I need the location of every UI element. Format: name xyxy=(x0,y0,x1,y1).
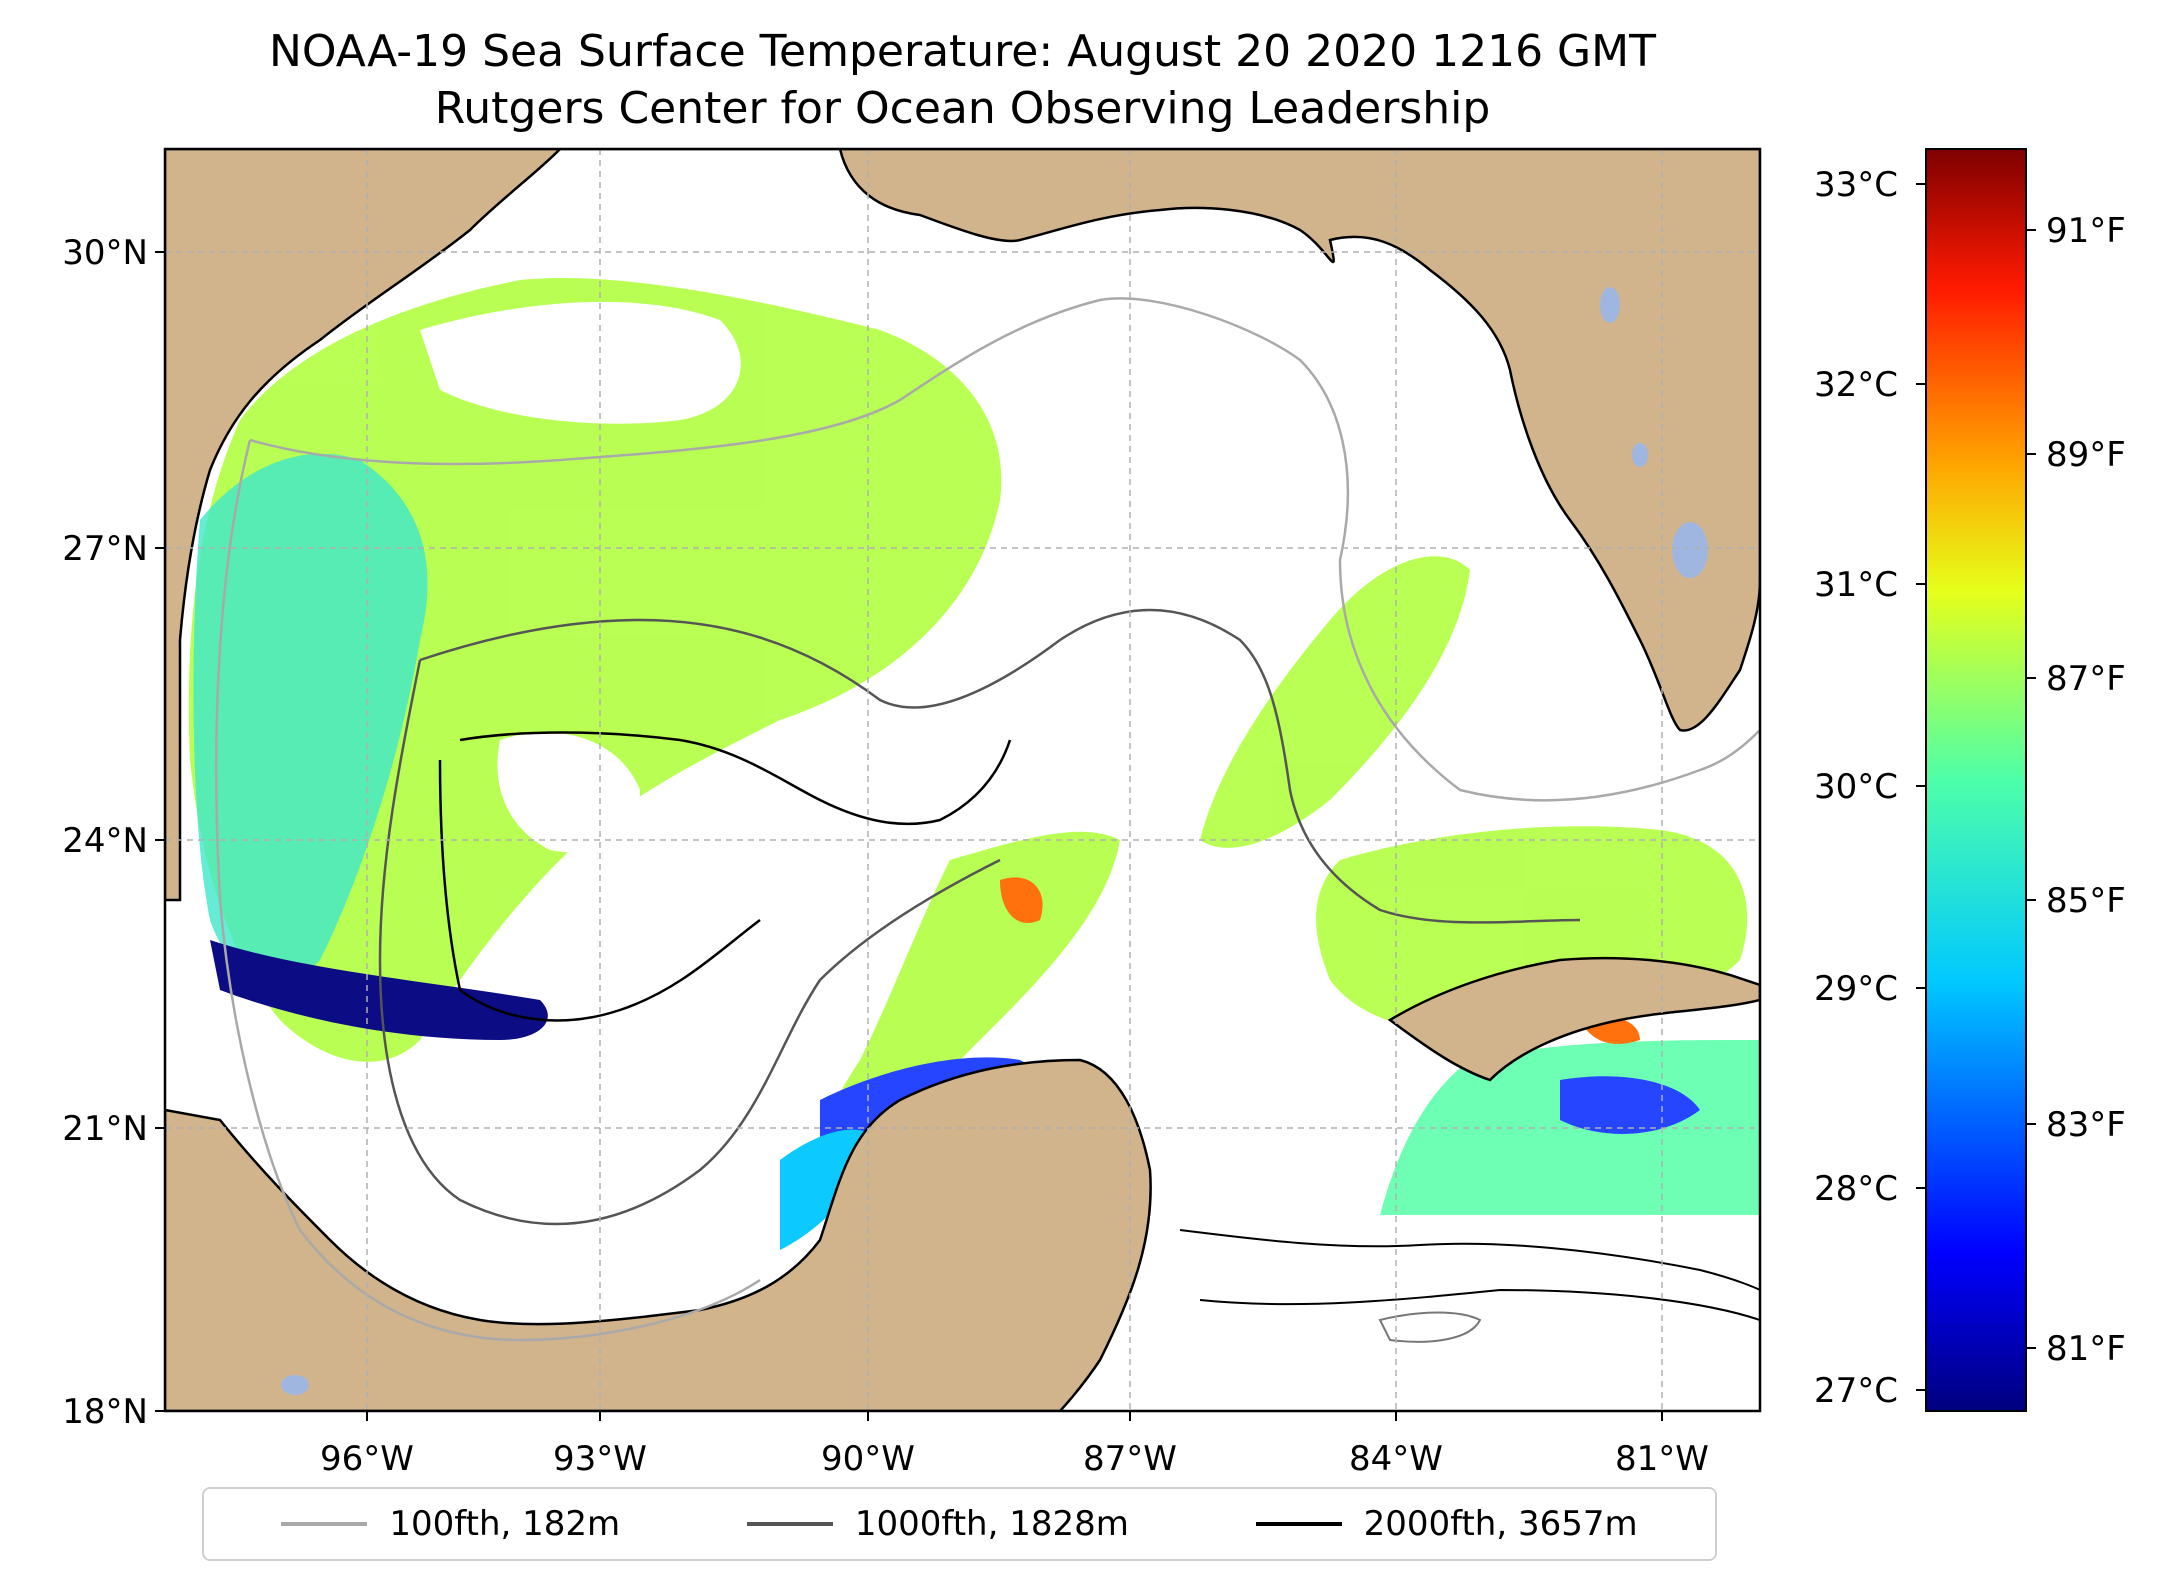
celsius-labels: 33°C 32°C 31°C 30°C 29°C 28°C 27°C xyxy=(1814,165,1898,1411)
legend-item-100fth: 100fth, 182m xyxy=(281,1504,620,1544)
lat-label: 21°N xyxy=(62,1109,148,1149)
fahrenheit-label: 87°F xyxy=(2046,659,2126,699)
celsius-label: 27°C xyxy=(1814,1371,1898,1411)
gridlines xyxy=(165,149,1760,1411)
lakes xyxy=(281,287,1708,1395)
bathymetry-contours xyxy=(215,297,1760,1343)
lat-label: 18°N xyxy=(62,1392,148,1432)
map-frame xyxy=(163,147,1762,1413)
lon-label: 93°W xyxy=(553,1439,647,1479)
celsius-label: 30°C xyxy=(1814,767,1898,807)
lon-labels: 96°W 93°W 90°W 87°W 84°W 81°W xyxy=(320,1439,1709,1479)
fahrenheit-labels: 91°F 89°F 87°F 85°F 83°F 81°F xyxy=(2046,211,2126,1369)
celsius-label: 33°C xyxy=(1814,165,1898,205)
colorbar xyxy=(1925,148,2027,1412)
legend-item-2000fth: 2000fth, 3657m xyxy=(1255,1504,1638,1544)
lon-label: 81°W xyxy=(1615,1439,1709,1479)
lat-label: 24°N xyxy=(62,821,148,861)
legend-line-black xyxy=(1255,1522,1342,1526)
lon-label: 90°W xyxy=(821,1439,915,1479)
fahrenheit-label: 83°F xyxy=(2046,1105,2126,1145)
fahrenheit-label: 85°F xyxy=(2046,881,2126,921)
depth-legend: 100fth, 182m 1000fth, 1828m 2000fth, 365… xyxy=(202,1487,1717,1561)
map-area xyxy=(165,149,1760,1411)
legend-label: 1000fth, 1828m xyxy=(854,1504,1129,1544)
swath-edge xyxy=(1150,1216,1760,1222)
celsius-label: 31°C xyxy=(1814,565,1898,605)
celsius-label: 28°C xyxy=(1814,1169,1898,1209)
legend-item-1000fth: 1000fth, 1828m xyxy=(746,1504,1129,1544)
fahrenheit-label: 89°F xyxy=(2046,435,2126,475)
celsius-label: 32°C xyxy=(1814,365,1898,405)
sst-swaths xyxy=(188,155,1760,1250)
axis-ticks xyxy=(155,251,1663,1421)
lat-labels: 30°N 27°N 24°N 21°N 18°N xyxy=(62,233,148,1432)
lat-label: 30°N xyxy=(62,233,148,273)
fahrenheit-label: 91°F xyxy=(2046,211,2126,251)
lat-label: 27°N xyxy=(62,529,148,569)
fahrenheit-label: 81°F xyxy=(2046,1329,2126,1369)
celsius-label: 29°C xyxy=(1814,969,1898,1009)
colorbar-ticks-left xyxy=(1916,183,1926,1391)
map-title: NOAA-19 Sea Surface Temperature: August … xyxy=(269,26,1656,77)
legend-line-dark-gray xyxy=(746,1522,833,1526)
legend-label: 2000fth, 3657m xyxy=(1363,1504,1638,1544)
land-masses xyxy=(165,149,1760,1411)
lon-label: 84°W xyxy=(1349,1439,1443,1479)
legend-label: 100fth, 182m xyxy=(389,1504,621,1544)
lon-label: 87°W xyxy=(1083,1439,1177,1479)
legend-line-light-gray xyxy=(281,1522,368,1526)
lon-label: 96°W xyxy=(320,1439,414,1479)
map-subtitle: Rutgers Center for Ocean Observing Leade… xyxy=(434,83,1491,134)
colorbar-ticks-right xyxy=(2026,229,2036,1349)
